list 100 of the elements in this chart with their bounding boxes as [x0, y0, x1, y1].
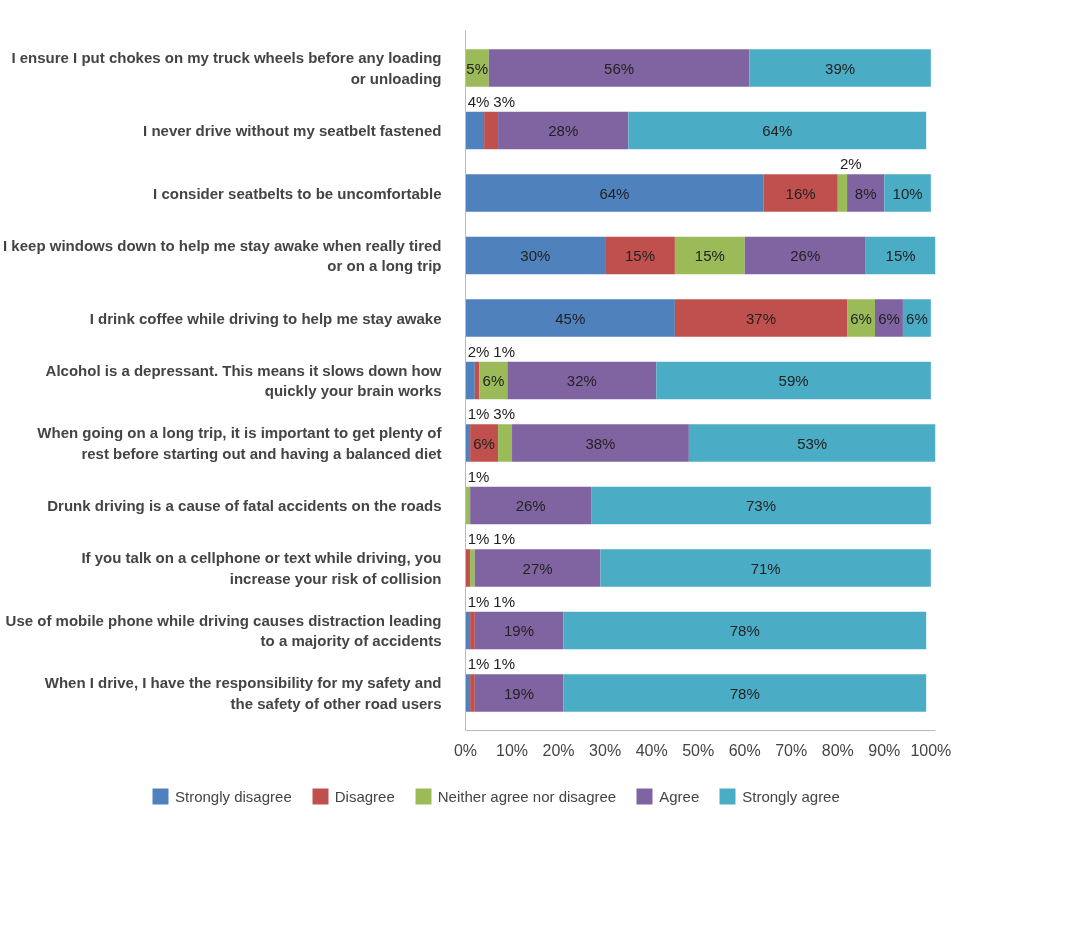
x-tick-label: 10%: [496, 741, 529, 759]
bar: [847, 174, 885, 212]
bar: [498, 111, 629, 150]
bar: [507, 361, 657, 400]
data-label: 56%: [604, 59, 635, 77]
x-tick-label: 60%: [728, 741, 761, 759]
bar: [465, 174, 764, 212]
legend-label: Strongly agree: [742, 787, 840, 805]
legend-label: Disagree: [334, 787, 395, 805]
bar: [628, 111, 927, 150]
data-label: 10%: [892, 184, 923, 202]
data-label: 1%: [493, 655, 515, 673]
data-label: 53%: [797, 434, 828, 452]
data-label: 1%: [467, 655, 490, 673]
bar: [474, 549, 601, 587]
y-tick-label: If you talk on a cellphone or text while driving, you increase your risk of collision: [81, 549, 442, 587]
data-label: 32%: [566, 372, 597, 389]
bar: [474, 611, 564, 650]
bar: [488, 49, 750, 87]
data-label: 5%: [466, 59, 488, 77]
data-label: 38%: [585, 434, 616, 452]
bar: [656, 361, 931, 400]
y-tick-label: I drink coffee while driving to help me stay awake: [89, 309, 442, 327]
data-label: 1%: [467, 530, 490, 548]
data-label: 64%: [762, 122, 793, 139]
data-label: 1%: [493, 530, 515, 548]
legend-label: Strongly disagree: [175, 787, 292, 805]
data-label: 27%: [522, 559, 553, 577]
data-label: 6%: [473, 434, 495, 452]
bar: [465, 299, 675, 337]
data-label: 1%: [467, 592, 490, 610]
bar: [837, 174, 848, 212]
legend-label: Agree: [659, 787, 700, 805]
x-tick-label: 100%: [910, 741, 952, 759]
data-label: 15%: [624, 247, 656, 264]
bar: [484, 111, 499, 150]
data-label: 59%: [778, 372, 809, 389]
bar: [470, 549, 475, 587]
y-tick-label: Alcohol is a depressant. This means it slows down how quickly your brain works: [45, 361, 442, 400]
bar: [563, 674, 927, 712]
bar: [749, 49, 931, 87]
data-label: 1%: [493, 592, 515, 610]
x-tick-label: 80%: [821, 741, 854, 759]
data-label: 26%: [790, 247, 821, 264]
y-tick-label: Use of mobile phone while driving causes distraction leading to a majority of accidents: [5, 611, 442, 650]
y-tick-label: Drunk driving is a cause of fatal accidents on the roads: [47, 497, 442, 514]
bar: [474, 674, 564, 712]
data-label: 2%: [839, 155, 862, 173]
data-label: 4%: [467, 92, 490, 110]
bar: [465, 111, 485, 150]
y-tick-label: I keep windows down to help me stay awake when really tired or on a long trip: [3, 236, 442, 275]
y-tick-label: I ensure I put chokes on my truck wheels before any loading or unloading: [11, 49, 442, 87]
data-label: 3%: [493, 92, 515, 110]
data-label: 16%: [785, 184, 816, 202]
data-label: 1%: [493, 342, 515, 360]
data-label: 15%: [885, 247, 916, 264]
data-label: 78%: [729, 622, 760, 639]
x-tick-label: 0%: [453, 741, 478, 759]
x-tick-label: 40%: [635, 741, 668, 759]
bar: [470, 674, 475, 712]
bar: [465, 361, 475, 400]
y-tick-label: I consider seatbelts to be uncomfortable: [153, 184, 442, 202]
data-label: 6%: [850, 309, 872, 327]
bar: [563, 611, 927, 650]
bar: [744, 236, 866, 275]
bar: [465, 236, 606, 275]
bar: [600, 549, 931, 587]
data-label: 6%: [878, 309, 900, 327]
data-label: 2%: [467, 342, 490, 360]
bar: [591, 486, 931, 525]
x-tick-label: 90%: [868, 741, 901, 759]
x-tick-label: 50%: [682, 741, 715, 759]
data-label: 30%: [520, 247, 551, 264]
bar: [763, 174, 838, 212]
legend-label: Neither agree nor disagree: [437, 787, 617, 805]
bar: [512, 424, 689, 462]
y-tick-label: When I drive, I have the responsibility for my safety and the safety of other road users: [44, 674, 442, 712]
data-label: 26%: [515, 497, 546, 514]
x-tick-label: 70%: [775, 741, 808, 759]
bar: [498, 424, 513, 462]
x-tick-label: 30%: [589, 741, 622, 759]
bar: [470, 486, 592, 525]
data-label: 45%: [555, 309, 586, 327]
data-label: 71%: [750, 559, 781, 577]
y-tick-label: I never drive without my seatbelt fastened: [143, 122, 442, 139]
bar: [674, 236, 745, 275]
data-label: 78%: [729, 684, 760, 702]
bar: [884, 174, 931, 212]
data-label: 19%: [504, 622, 535, 639]
bar: [674, 299, 848, 337]
bar: [470, 611, 475, 650]
data-label: 19%: [504, 684, 535, 702]
y-tick-label: When going on a long trip, it is important to get plenty of rest before starting out and having a balanced diet: [37, 424, 443, 462]
data-label: 6%: [906, 309, 928, 327]
bar: [688, 424, 936, 462]
data-label: 1%: [467, 467, 490, 485]
data-label: 37%: [745, 309, 777, 327]
bar: [865, 236, 936, 275]
bar: [605, 236, 675, 275]
data-label: 6%: [482, 372, 505, 389]
